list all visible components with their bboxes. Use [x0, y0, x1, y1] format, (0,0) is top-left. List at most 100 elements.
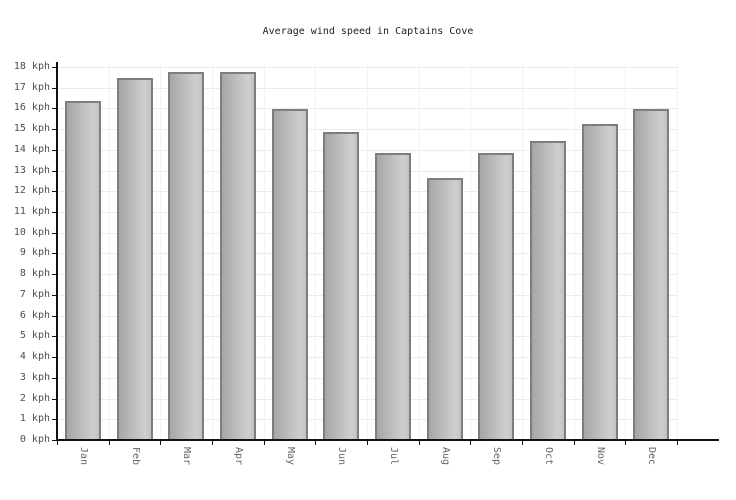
y-tick-mark [52, 149, 57, 151]
horizontal-gridline [57, 170, 677, 172]
x-tick-mark [418, 441, 420, 445]
bar-apr [219, 72, 256, 441]
y-tick-mark [52, 377, 57, 379]
y-tick-mark [52, 87, 57, 89]
horizontal-gridline [57, 232, 677, 234]
x-tick-mark [57, 441, 58, 445]
horizontal-gridline [57, 253, 677, 255]
horizontal-gridline [57, 191, 677, 193]
vertical-gridline [263, 64, 265, 440]
horizontal-gridline [57, 129, 677, 131]
chart-title: Average wind speed in Captains Cove [262, 26, 474, 37]
x-tick-mark [212, 441, 213, 445]
x-tick-mark [263, 441, 265, 445]
x-tick-mark [573, 441, 575, 445]
y-tick-label: 16 kph [13, 102, 50, 114]
horizontal-gridline [57, 66, 677, 68]
x-tick-label-feb: Feb [129, 447, 141, 466]
y-tick-mark [52, 274, 57, 276]
horizontal-gridline [57, 357, 677, 359]
bar-oct [529, 140, 566, 441]
x-tick-label-aug: Aug [439, 447, 451, 466]
x-tick-mark [367, 441, 368, 445]
bar-nov [581, 123, 618, 441]
x-tick-label-apr: Apr [232, 447, 244, 466]
bar-jun [323, 132, 360, 441]
y-tick-label: 18 kph [13, 60, 50, 72]
y-tick-mark [52, 66, 57, 68]
x-tick-mark [470, 441, 472, 445]
y-tick-label: 17 kph [13, 81, 50, 93]
y-tick-label: 2 kph [19, 392, 50, 404]
y-tick-label: 10 kph [13, 226, 50, 238]
horizontal-gridline [57, 274, 677, 276]
vertical-gridline [418, 64, 420, 440]
vertical-gridline [108, 64, 110, 440]
bar-may [271, 109, 308, 441]
y-tick-label: 7 kph [19, 288, 50, 300]
x-tick-mark [522, 441, 523, 445]
bar-mar [168, 72, 205, 441]
x-tick-mark [160, 441, 162, 445]
y-tick-label: 12 kph [13, 185, 50, 197]
y-tick-mark [52, 253, 57, 255]
bar-jul [374, 152, 411, 441]
x-tick-label-jan: Jan [77, 447, 89, 466]
y-tick-mark [52, 294, 57, 296]
x-tick-label-sep: Sep [491, 447, 503, 466]
y-tick-mark [52, 440, 57, 441]
y-tick-mark [52, 419, 57, 421]
y-tick-label: 3 kph [19, 371, 50, 383]
vertical-gridline [625, 64, 627, 440]
horizontal-gridline [57, 149, 677, 151]
y-tick-mark [52, 336, 57, 338]
horizontal-gridline [57, 211, 677, 213]
x-axis [56, 439, 719, 441]
vertical-gridline [573, 64, 575, 440]
x-tick-mark [315, 441, 317, 445]
x-tick-label-jun: Jun [336, 447, 348, 466]
vertical-gridline [212, 64, 213, 440]
y-tick-label: 9 kph [19, 247, 50, 259]
vertical-gridline [315, 64, 317, 440]
y-tick-label: 11 kph [13, 205, 50, 217]
vertical-gridline [470, 64, 472, 440]
x-tick-label-jul: Jul [387, 447, 399, 466]
horizontal-gridline [57, 315, 677, 317]
y-tick-mark [52, 357, 57, 359]
y-tick-label: 1 kph [19, 413, 50, 425]
bar-sep [478, 152, 515, 441]
x-tick-label-mar: Mar [181, 447, 193, 466]
vertical-gridline [367, 64, 368, 440]
y-tick-mark [52, 315, 57, 317]
x-tick-label-may: May [284, 447, 296, 466]
horizontal-gridline [57, 87, 677, 89]
y-axis [56, 62, 58, 441]
y-tick-label: 14 kph [13, 143, 50, 155]
bar-jan [64, 101, 101, 441]
vertical-gridline [677, 64, 678, 440]
x-tick-label-nov: Nov [594, 447, 606, 466]
x-tick-mark [677, 441, 678, 445]
horizontal-gridline [57, 108, 677, 110]
y-tick-mark [52, 170, 57, 172]
y-tick-label: 8 kph [19, 268, 50, 280]
y-tick-label: 4 kph [19, 351, 50, 363]
x-tick-mark [108, 441, 110, 445]
x-tick-label-dec: Dec [646, 447, 658, 466]
vertical-gridline [522, 64, 523, 440]
bar-feb [116, 78, 153, 441]
y-tick-label: 6 kph [19, 309, 50, 321]
y-tick-mark [52, 232, 57, 234]
y-tick-mark [52, 398, 57, 400]
horizontal-gridline [57, 377, 677, 379]
bar-aug [426, 177, 463, 441]
vertical-gridline [160, 64, 162, 440]
y-tick-mark [52, 129, 57, 131]
y-tick-label: 13 kph [13, 164, 50, 176]
bar-dec [633, 109, 670, 441]
y-tick-mark [52, 108, 57, 110]
horizontal-gridline [57, 398, 677, 400]
y-tick-label: 0 kph [19, 434, 50, 445]
